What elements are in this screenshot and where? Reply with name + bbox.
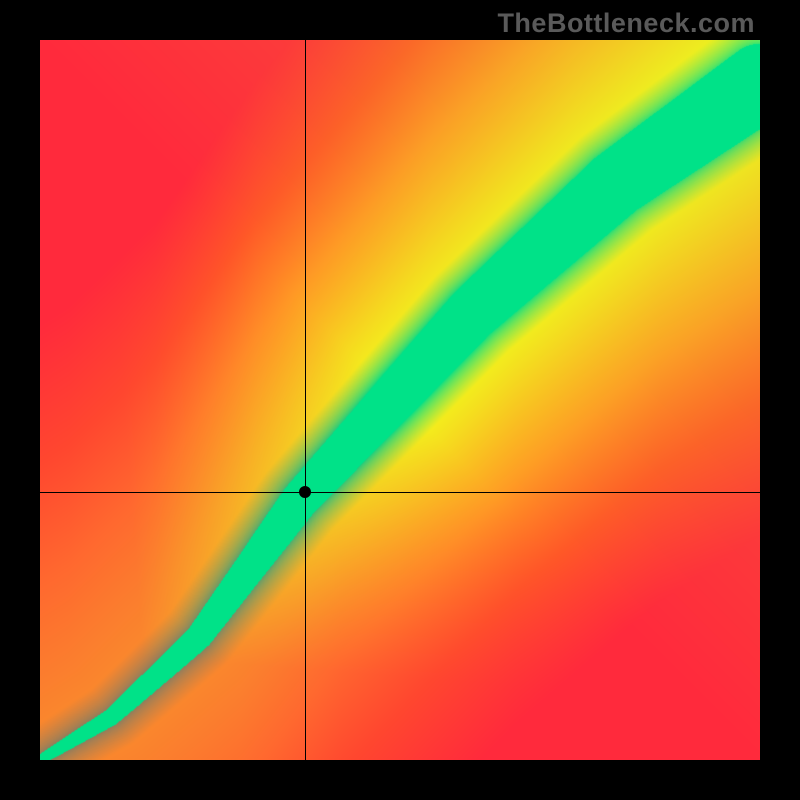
crosshair-horizontal [40,492,760,493]
heatmap-canvas [40,40,760,760]
outer-frame: TheBottleneck.com [0,0,800,800]
plot-area [40,40,760,760]
crosshair-vertical [305,40,306,760]
watermark-text: TheBottleneck.com [497,8,755,39]
data-point-marker [299,486,311,498]
